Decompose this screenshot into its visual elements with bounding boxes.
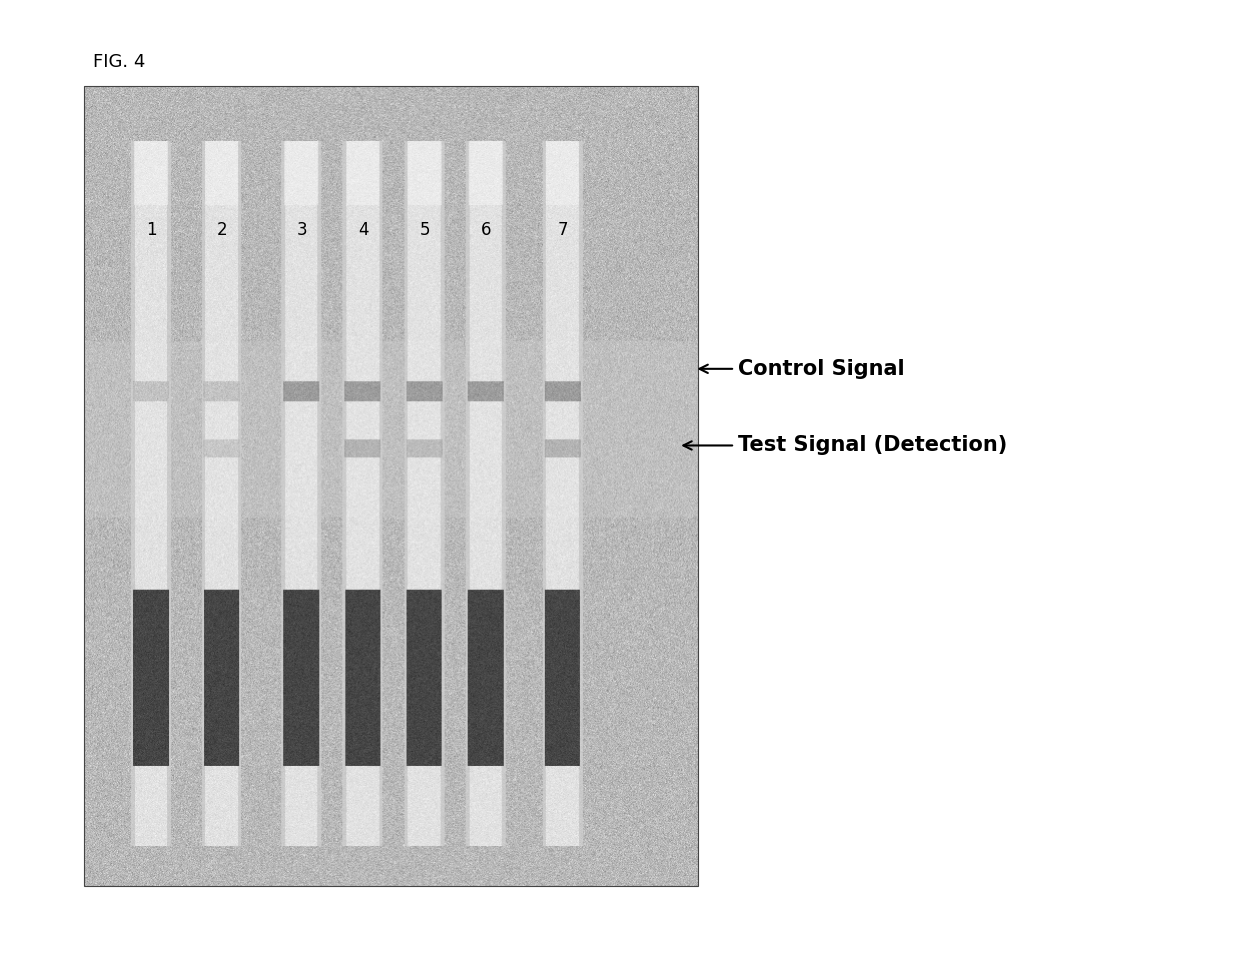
Text: 6: 6 bbox=[481, 221, 491, 240]
Text: 7: 7 bbox=[558, 221, 568, 240]
Bar bbox=[84, 86, 698, 886]
Text: 3: 3 bbox=[296, 221, 308, 240]
Text: Control Signal: Control Signal bbox=[699, 359, 904, 378]
Text: 2: 2 bbox=[217, 221, 228, 240]
Text: 1: 1 bbox=[146, 221, 157, 240]
Text: Test Signal (Detection): Test Signal (Detection) bbox=[683, 436, 1007, 455]
Text: 5: 5 bbox=[419, 221, 430, 240]
Text: FIG. 4: FIG. 4 bbox=[93, 54, 145, 71]
Text: 4: 4 bbox=[358, 221, 368, 240]
